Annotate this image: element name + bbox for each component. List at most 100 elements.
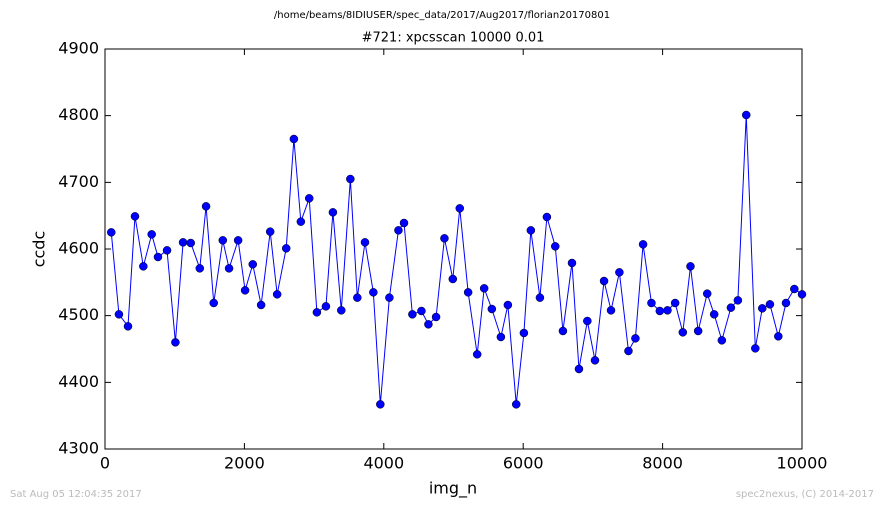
marker: [369, 288, 378, 297]
marker: [709, 310, 719, 319]
marker: [224, 264, 234, 273]
marker: [360, 238, 370, 247]
marker: [511, 400, 521, 409]
marker: [376, 400, 385, 409]
x-tick-label: 0: [100, 454, 110, 473]
marker: [431, 312, 441, 322]
marker: [479, 284, 489, 293]
marker: [171, 338, 180, 347]
marker: [440, 234, 449, 243]
x-tick-label: 8000: [642, 454, 683, 473]
marker: [519, 328, 529, 338]
marker: [717, 336, 727, 345]
marker: [797, 290, 807, 299]
marker: [678, 328, 688, 337]
marker: [733, 296, 743, 305]
marker: [233, 236, 243, 245]
marker: [615, 268, 624, 277]
marker: [693, 326, 703, 336]
marker: [670, 298, 680, 308]
marker: [328, 208, 338, 217]
marker: [647, 298, 656, 308]
line: [110, 114, 803, 405]
marker: [686, 262, 695, 271]
marker: [542, 212, 552, 222]
marker: [496, 332, 506, 342]
marker: [781, 298, 791, 308]
marker: [408, 310, 417, 319]
marker: [394, 226, 403, 235]
marker: [107, 228, 116, 237]
marker: [774, 332, 783, 341]
chart-title: #721: xpcsscan 10000 0.01: [362, 31, 545, 46]
marker: [463, 288, 473, 297]
marker: [265, 227, 275, 236]
marker: [558, 326, 568, 336]
marker: [551, 242, 560, 251]
marker: [624, 346, 633, 356]
marker: [209, 298, 218, 308]
marker: [503, 300, 513, 310]
footer-left: Sat Aug 05 12:04:35 2017: [10, 489, 142, 500]
marker: [272, 290, 282, 299]
marker: [240, 286, 250, 295]
marker: [702, 289, 712, 298]
marker: [765, 300, 775, 309]
y-axis-label: ccdc: [30, 231, 49, 268]
marker: [139, 262, 148, 271]
marker: [417, 306, 426, 316]
y-tick-label: 4700: [58, 172, 99, 191]
marker: [758, 304, 767, 313]
marker: [123, 322, 133, 331]
marker: [337, 306, 346, 315]
x-tick-label: 4000: [363, 454, 404, 473]
marker: [726, 303, 736, 312]
marker: [590, 356, 600, 365]
marker: [321, 302, 331, 311]
marker: [751, 344, 760, 353]
marker: [186, 238, 195, 248]
marker: [455, 204, 465, 213]
marker: [153, 252, 163, 262]
y-tick-label: 4900: [58, 39, 99, 58]
y-tick-label: 4500: [58, 305, 99, 324]
marker: [567, 258, 577, 268]
y-tick-label: 4300: [58, 439, 99, 458]
marker: [147, 230, 156, 239]
marker: [448, 274, 458, 284]
marker: [281, 244, 291, 253]
marker: [424, 320, 433, 329]
marker: [130, 212, 140, 221]
marker: [346, 174, 355, 184]
marker: [631, 334, 640, 343]
marker: [201, 202, 211, 211]
marker: [248, 260, 258, 269]
marker: [195, 264, 205, 273]
y-tick-label: 4800: [58, 105, 99, 124]
marker: [663, 306, 672, 315]
marker: [655, 306, 665, 316]
marker: [606, 306, 616, 315]
marker: [638, 240, 648, 249]
y-tick-label: 4400: [58, 372, 99, 391]
marker: [574, 364, 584, 374]
marker: [487, 304, 497, 314]
marker: [526, 226, 536, 235]
x-tick-label: 10000: [777, 454, 828, 473]
y-tick-label: 4600: [58, 239, 99, 258]
marker: [385, 293, 394, 302]
marker: [535, 293, 545, 302]
x-tick-label: 2000: [224, 454, 265, 473]
marker: [790, 284, 799, 294]
marker: [289, 134, 299, 144]
footer-right: spec2nexus, (C) 2014-2017: [736, 489, 874, 500]
marker: [741, 110, 751, 120]
x-axis-label: img_n: [429, 479, 477, 499]
marker: [178, 238, 188, 247]
marker: [312, 308, 322, 317]
marker: [296, 217, 306, 226]
marker: [304, 194, 314, 203]
marker: [256, 300, 266, 310]
marker: [162, 246, 172, 255]
